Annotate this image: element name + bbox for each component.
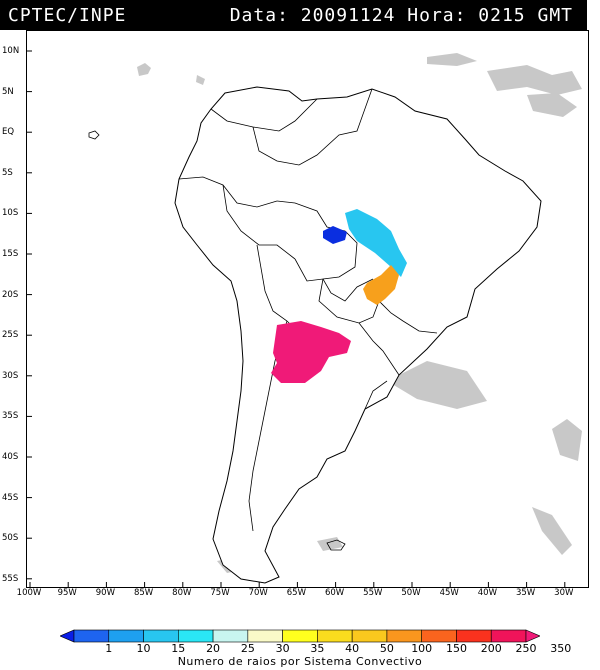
legend-swatch [73, 629, 110, 643]
legend-colorbar [59, 629, 541, 643]
lat-label: 50S [2, 533, 19, 544]
legend-value: 350 [550, 642, 572, 655]
lon-label: 50W [401, 588, 421, 598]
legend-swatch [456, 629, 492, 643]
storm-system-3 [363, 265, 399, 305]
legend-value: 100 [411, 642, 433, 655]
lon-label: 70W [248, 588, 268, 598]
legend-value: 250 [515, 642, 537, 655]
datetime-label: Data: 20091124 Hora: 0215 GMT [229, 5, 573, 26]
lon-label: 65W [286, 588, 306, 598]
lon-label: 90W [95, 588, 115, 598]
legend-swatch [386, 629, 422, 643]
cloud-patch [137, 63, 151, 76]
lat-label: EQ [2, 127, 15, 138]
lat-label: 35S [2, 411, 19, 422]
legend-value: 30 [275, 642, 290, 655]
title-bar: CPTEC/INPE Data: 20091124 Hora: 0215 GMT [0, 0, 587, 30]
cloud-patch [527, 93, 577, 117]
source-label: CPTEC/INPE [8, 5, 127, 26]
lon-label: 75W [210, 588, 230, 598]
lon-label: 85W [133, 588, 154, 598]
lon-label: 95W [57, 588, 77, 598]
legend-value: 15 [171, 642, 186, 655]
legend-swatch [317, 629, 353, 643]
legend-value: 20 [206, 642, 221, 655]
lon-label: 55W [363, 588, 383, 598]
island [88, 130, 100, 140]
falkland-islands [326, 539, 346, 551]
storm-system-2 [345, 209, 407, 277]
legend-swatch [108, 629, 144, 643]
legend-swatch [178, 629, 214, 643]
cloud-patch [427, 53, 477, 66]
legend-value: 150 [445, 642, 467, 655]
legend-value: 25 [240, 642, 255, 655]
lon-label: 40W [477, 588, 497, 598]
lon-label: 100W [16, 588, 42, 598]
legend-swatch [490, 629, 527, 643]
lon-label: 80W [172, 588, 192, 598]
south-america-outline [174, 86, 542, 584]
lat-label: 5S [2, 167, 13, 178]
legend: 1 10 15 20 25 30 35 40 50 100 150 200 250 350 Numero … [59, 628, 571, 668]
cloud-patch [487, 65, 582, 95]
legend-swatch [525, 629, 541, 643]
lat-label: 30S [2, 370, 19, 381]
legend-value: 50 [379, 642, 394, 655]
lat-label: 40S [2, 452, 19, 462]
legend-swatch [421, 629, 457, 643]
legend-value: 1 [105, 642, 113, 655]
legend-swatch [59, 629, 75, 643]
lon-label: 35W [515, 588, 536, 598]
legend-swatch [282, 629, 318, 643]
lat-label: 10S [2, 208, 19, 219]
lat-label: 25S [2, 330, 19, 341]
lon-label: 60W [324, 588, 345, 598]
legend-value: 10 [136, 642, 151, 655]
lat-label: 20S [2, 289, 19, 300]
lat-label: 10N [2, 46, 20, 56]
lat-label: 45S [2, 492, 19, 503]
legend-swatch [351, 629, 388, 643]
legend-value: 200 [480, 642, 502, 655]
map-ticks [27, 50, 566, 587]
legend-swatch [247, 629, 283, 643]
legend-swatch [212, 629, 249, 643]
legend-value: 35 [310, 642, 325, 655]
cloud-patch [532, 507, 572, 555]
lon-label: 30W [554, 588, 574, 598]
lon-label: 45W [439, 588, 459, 598]
map-frame [26, 30, 589, 588]
map-canvas [27, 50, 582, 587]
cloud-patch [387, 361, 487, 409]
legend-value: 40 [345, 642, 360, 655]
lat-label: 55S [2, 573, 19, 584]
storm-system-4 [271, 321, 351, 383]
cloud-patch [552, 419, 582, 461]
lat-label: 5N [2, 86, 14, 97]
storm-system-1 [323, 226, 347, 244]
legend-caption: Numero de raios por Sistema Convectivo [177, 655, 423, 668]
country-borders [178, 88, 438, 532]
legend-swatch [143, 629, 179, 643]
lat-label: 15S [2, 249, 19, 259]
cloud-patch [196, 75, 205, 85]
